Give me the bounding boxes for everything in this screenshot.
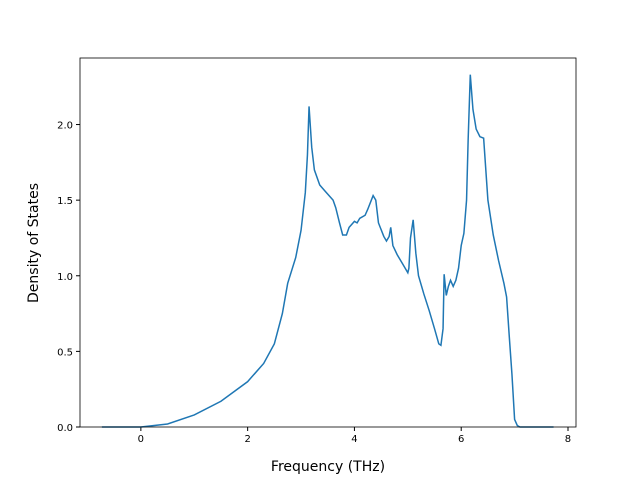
y-tick-label: 0.0 [57,423,73,434]
y-tick-label: 0.5 [57,347,73,358]
y-axis-label: Density of States [26,183,42,303]
y-tick-label: 1.5 [57,196,73,207]
y-tick-label: 1.0 [57,272,73,283]
y-tick-label: 2.0 [57,121,73,132]
x-tick-label: 6 [458,434,464,445]
x-tick-label: 2 [244,434,250,445]
x-tick-label: 0 [138,434,144,445]
x-axis-label: Frequency (THz) [271,459,385,475]
x-tick-label: 8 [565,434,571,445]
x-tick-label: 4 [351,434,357,445]
line [101,74,554,428]
plot-frame [79,57,577,428]
